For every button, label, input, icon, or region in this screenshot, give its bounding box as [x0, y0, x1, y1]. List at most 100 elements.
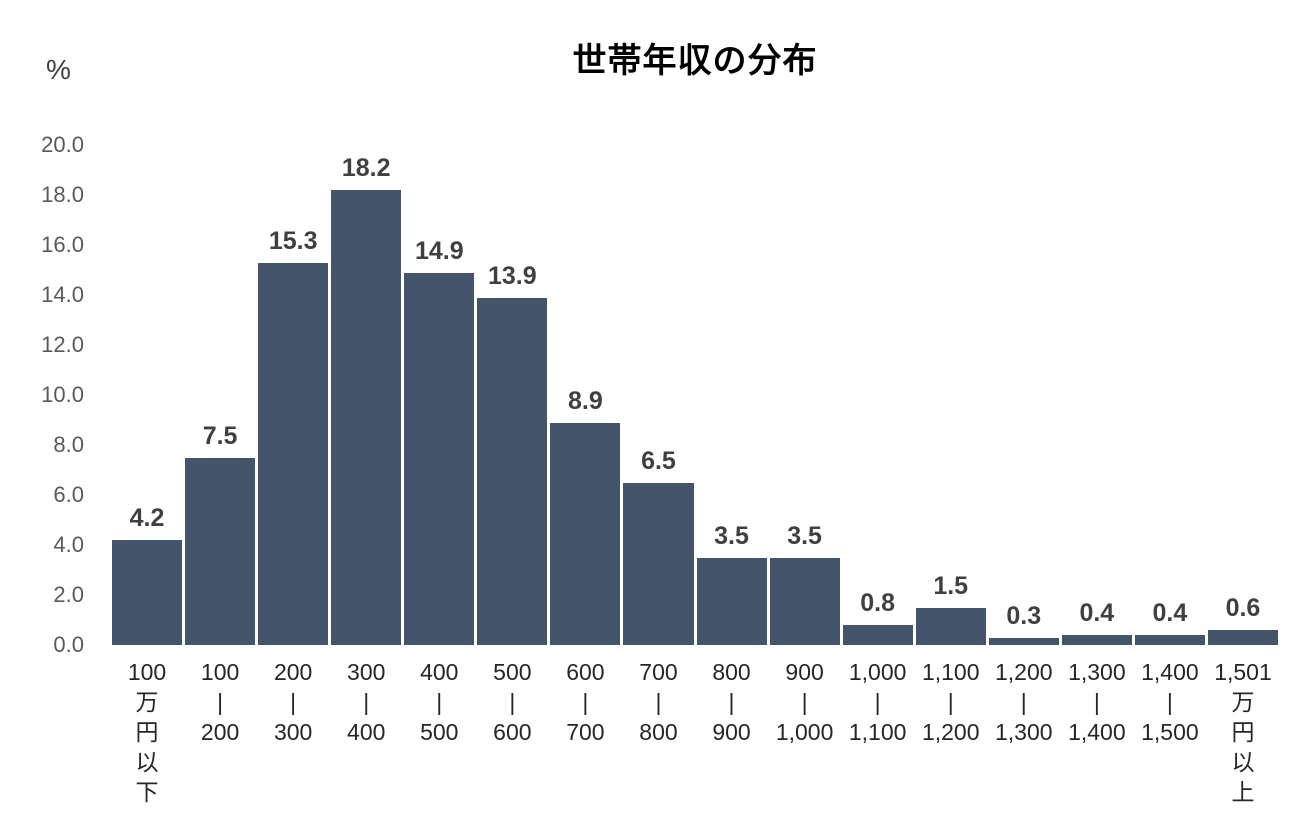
bar — [258, 262, 329, 645]
x-axis-label-line: 万 — [135, 689, 159, 715]
x-axis-label-line: | — [801, 689, 808, 715]
x-axis-label-line: 400 — [347, 719, 386, 745]
x-axis-label-line: 800 — [639, 719, 678, 745]
bar-slot: 0.6 1,501 万円以上 — [1207, 145, 1278, 807]
bar-slot: 7.5 100 | 200 — [185, 145, 256, 747]
bar-value-label: 3.5 — [787, 521, 822, 550]
y-axis: 20.0 18.0 16.0 14.0 12.0 10.0 8.0 6.0 4.0 2.0 0.0 — [0, 0, 84, 822]
x-axis-label-line: 1,000 — [848, 659, 907, 685]
x-axis-label-line: 下 — [135, 779, 159, 805]
x-axis-label-line: 300 — [347, 659, 386, 685]
bar-slot: 0.8 1,000 | 1,100 — [842, 145, 913, 747]
bar-slot: 15.3 200 | 300 — [258, 145, 329, 747]
x-axis-label-line: | — [290, 689, 297, 715]
x-axis-label-line: 100 — [127, 659, 167, 685]
x-axis-label: 1,000 | 1,100 — [843, 657, 913, 747]
x-axis-label-line: 1,501 — [1214, 659, 1272, 685]
x-axis-label-line: 1,200 — [921, 719, 980, 745]
x-axis-label-line: 200 — [200, 719, 240, 745]
x-axis-label-line: | — [728, 689, 735, 715]
bar — [623, 482, 694, 645]
x-axis-label-line: | — [1020, 689, 1027, 715]
x-axis-label: 900 | 1,000 — [770, 657, 840, 747]
bar-slot: 0.4 1,400 | 1,500 — [1134, 145, 1205, 747]
x-axis-label-line: 1,400 — [1141, 659, 1199, 685]
x-axis-label-line: | — [363, 689, 370, 715]
bar-column: 15.3 — [258, 145, 329, 645]
bar — [550, 422, 621, 645]
x-axis-label: 300 | 400 — [331, 657, 401, 747]
x-axis-label-line: 600 — [493, 719, 532, 745]
x-axis-label: 100 | 200 — [185, 657, 255, 747]
bar-column: 0.4 — [1061, 145, 1132, 645]
x-axis-label-line: | — [217, 689, 224, 715]
x-axis-label-line: | — [509, 689, 516, 715]
bar-column: 1.5 — [915, 145, 986, 645]
bar-value-label: 3.5 — [714, 521, 749, 550]
bar — [1207, 630, 1278, 645]
x-axis-label-line: 900 — [712, 719, 751, 745]
x-axis-label: 100 万円以下 — [112, 657, 182, 807]
y-axis-tick-label: 18.0 — [41, 182, 84, 207]
y-axis-tick-label: 16.0 — [41, 232, 84, 257]
bar-slot: 1.5 1,100 | 1,200 — [915, 145, 986, 747]
x-axis-label-line: | — [1093, 689, 1100, 715]
x-axis-label-line: | — [947, 689, 954, 715]
bar-column: 13.9 — [477, 145, 548, 645]
y-axis-tick-label: 6.0 — [53, 482, 84, 507]
bar-slot: 13.9 500 | 600 — [477, 145, 548, 747]
x-axis-label-line: 円 — [1231, 719, 1255, 745]
x-axis-label-line: 500 — [493, 659, 532, 685]
bar — [331, 190, 402, 645]
x-axis-label-line: 1,300 — [1068, 659, 1126, 685]
bar-column: 7.5 — [185, 145, 256, 645]
x-axis-label-line: 300 — [273, 719, 313, 745]
y-axis-tick-label: 8.0 — [53, 432, 84, 457]
bar-column: 0.4 — [1134, 145, 1205, 645]
bar-slot: 18.2 300 | 400 — [331, 145, 402, 747]
x-axis-label: 1,200 | 1,300 — [989, 657, 1059, 747]
bar — [185, 457, 256, 645]
x-axis-label: 1,400 | 1,500 — [1135, 657, 1205, 747]
y-axis-unit-label: % — [46, 54, 71, 85]
x-axis-label-line: 1,100 — [848, 719, 907, 745]
x-axis-label: 400 | 500 — [404, 657, 474, 747]
y-axis-tick-label: 0.0 — [53, 632, 84, 657]
bar-slot: 3.5 900 | 1,000 — [769, 145, 840, 747]
x-axis-label-line: 1,400 — [1068, 719, 1126, 745]
bar-slot: 4.2 100 万円以下 — [112, 145, 183, 807]
bar-column: 0.6 — [1207, 145, 1278, 645]
bar-slot: 6.5 700 | 800 — [623, 145, 694, 747]
bar-value-label: 14.9 — [414, 236, 464, 265]
chart-title: 世帯年収の分布 — [572, 42, 818, 80]
y-axis-tick-label: 12.0 — [41, 332, 84, 357]
bar-value-label: 0.4 — [1152, 599, 1188, 628]
x-axis-label: 800 | 900 — [697, 657, 767, 747]
x-axis-label: 1,501 万円以上 — [1208, 657, 1278, 807]
x-axis-label-line: 万 — [1231, 689, 1255, 715]
x-axis-label: 1,300 | 1,400 — [1062, 657, 1132, 747]
bar — [696, 557, 767, 645]
bar-column: 0.8 — [842, 145, 913, 645]
y-axis-tick-label: 20.0 — [41, 132, 84, 157]
x-axis-label-line: | — [1166, 689, 1173, 715]
x-axis-label-line: 400 — [420, 659, 459, 685]
bar-slot: 14.9 400 | 500 — [404, 145, 475, 747]
x-axis-label-line: | — [436, 689, 443, 715]
bar-column: 14.9 — [404, 145, 475, 645]
bar — [1061, 635, 1132, 645]
x-axis-label-line: | — [582, 689, 589, 715]
bar-column: 3.5 — [769, 145, 840, 645]
plot-area: 4.2 100 万円以下 7.5 100 | 200 15.3 200 | 300 18.2 300 | 4… — [112, 145, 1278, 807]
y-axis-tick-label: 2.0 — [53, 582, 84, 607]
x-axis-label-line: 1,500 — [1141, 719, 1199, 745]
x-axis-label-line: | — [655, 689, 662, 715]
bar-column: 18.2 — [331, 145, 402, 645]
bar — [1134, 635, 1205, 645]
bar-slot: 0.4 1,300 | 1,400 — [1061, 145, 1132, 747]
bar-slot: 0.3 1,200 | 1,300 — [988, 145, 1059, 747]
bar-value-label: 0.8 — [860, 589, 896, 618]
x-axis-label: 600 | 700 — [550, 657, 620, 747]
x-axis-label-line: 700 — [566, 719, 605, 745]
bar — [915, 607, 986, 645]
